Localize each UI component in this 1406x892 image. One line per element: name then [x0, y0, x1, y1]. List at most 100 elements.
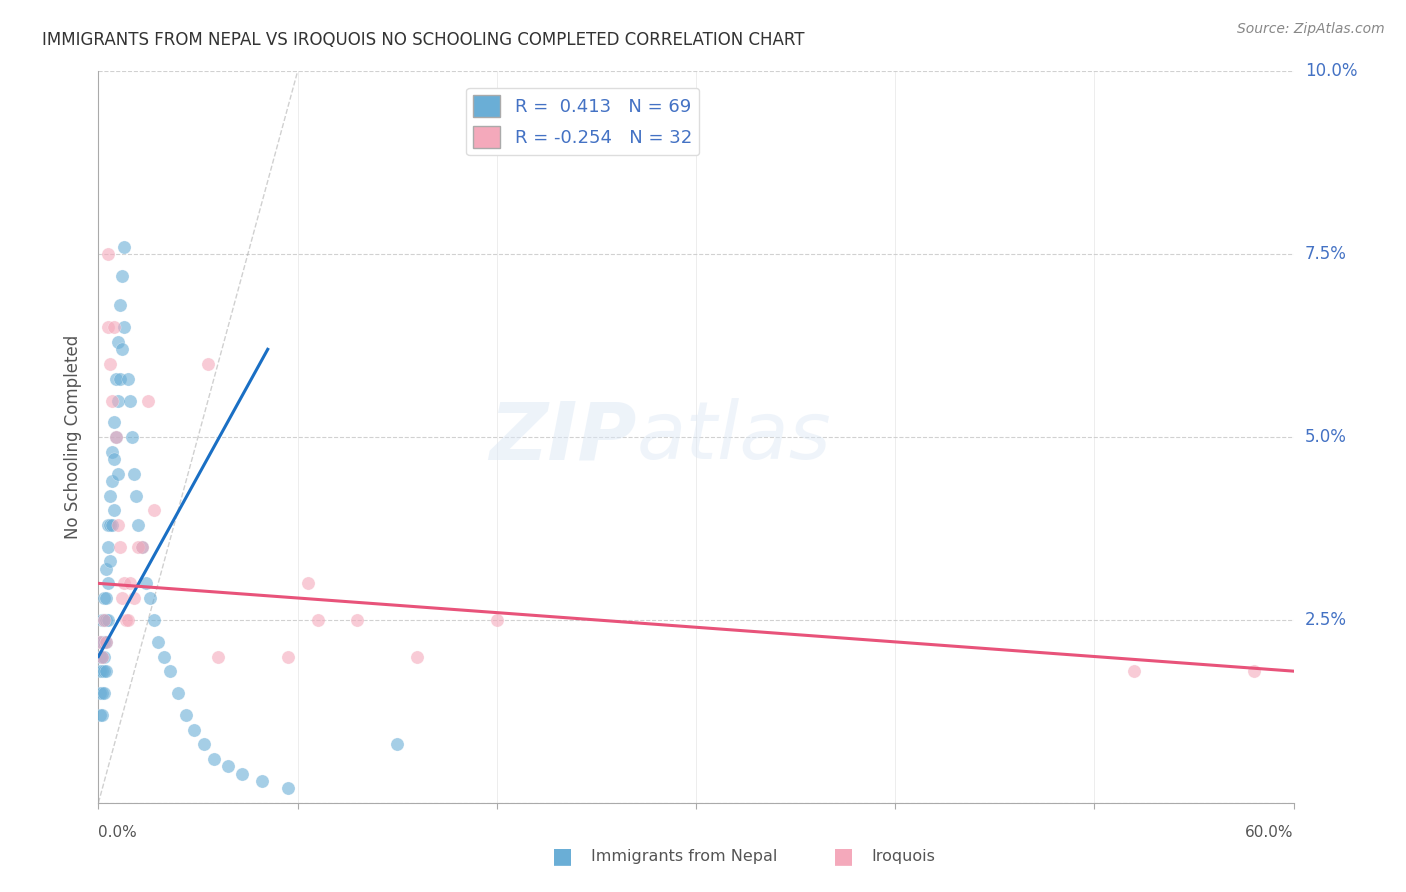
Point: [97, 540, 120, 554]
Text: ■: ■: [834, 847, 853, 866]
Point: [131, 540, 153, 554]
Point: [485, 613, 508, 627]
Text: ZIP: ZIP: [489, 398, 636, 476]
Point: [89, 649, 111, 664]
Point: [96, 613, 118, 627]
Point: [101, 393, 124, 408]
Point: [148, 635, 170, 649]
Point: [117, 371, 139, 385]
Text: 5.0%: 5.0%: [1305, 428, 1347, 446]
Point: [197, 357, 219, 371]
Point: [120, 393, 142, 408]
Point: [97, 517, 120, 532]
Text: 10.0%: 10.0%: [1305, 62, 1357, 80]
Point: [1243, 664, 1265, 678]
Point: [135, 576, 157, 591]
Point: [103, 503, 125, 517]
Point: [110, 298, 132, 312]
Point: [193, 737, 215, 751]
Text: atlas: atlas: [636, 398, 831, 476]
Point: [89, 664, 111, 678]
Text: IMMIGRANTS FROM NEPAL VS IROQUOIS NO SCHOOLING COMPLETED CORRELATION CHART: IMMIGRANTS FROM NEPAL VS IROQUOIS NO SCH…: [42, 31, 804, 49]
Point: [231, 766, 253, 780]
Point: [110, 371, 132, 385]
Point: [103, 452, 125, 467]
Point: [143, 613, 166, 627]
Y-axis label: No Schooling Completed: No Schooling Completed: [65, 335, 83, 539]
Point: [91, 708, 114, 723]
Point: [250, 773, 273, 788]
Point: [139, 591, 162, 605]
Point: [111, 591, 134, 605]
Point: [107, 517, 129, 532]
Point: [103, 416, 125, 430]
Text: Source: ZipAtlas.com: Source: ZipAtlas.com: [1237, 22, 1385, 37]
Point: [112, 320, 135, 334]
Point: [124, 467, 146, 481]
Point: [93, 686, 115, 700]
Point: [103, 320, 125, 334]
Point: [307, 613, 329, 627]
Text: 0.0%: 0.0%: [98, 825, 138, 840]
Text: 60.0%: 60.0%: [1246, 825, 1294, 840]
Point: [91, 686, 114, 700]
Point: [93, 635, 115, 649]
Point: [96, 664, 118, 678]
Point: [98, 489, 122, 503]
Point: [112, 576, 135, 591]
Point: [97, 320, 120, 334]
Point: [101, 444, 124, 458]
Text: ■: ■: [553, 847, 572, 866]
Point: [93, 664, 115, 678]
Point: [105, 371, 128, 385]
Point: [89, 708, 111, 723]
Point: [91, 664, 114, 678]
Point: [153, 649, 176, 664]
Text: 7.5%: 7.5%: [1305, 245, 1347, 263]
Point: [105, 430, 128, 444]
Point: [97, 576, 120, 591]
Point: [115, 613, 138, 627]
Point: [121, 430, 143, 444]
Point: [91, 649, 114, 664]
Point: [346, 613, 368, 627]
Point: [96, 635, 118, 649]
Point: [110, 540, 132, 554]
Legend: R =  0.413   N = 69, R = -0.254   N = 32: R = 0.413 N = 69, R = -0.254 N = 32: [465, 87, 699, 155]
Point: [143, 503, 166, 517]
Point: [89, 635, 111, 649]
Point: [277, 781, 299, 796]
Point: [105, 430, 128, 444]
Point: [91, 635, 114, 649]
Point: [107, 467, 129, 481]
Point: [174, 708, 197, 723]
Point: [124, 591, 146, 605]
Point: [101, 474, 124, 488]
Point: [98, 554, 122, 568]
Point: [96, 562, 118, 576]
Point: [96, 591, 118, 605]
Point: [96, 635, 118, 649]
Point: [207, 649, 229, 664]
Point: [93, 649, 115, 664]
Point: [111, 269, 134, 284]
Text: 2.5%: 2.5%: [1305, 611, 1347, 629]
Point: [117, 613, 139, 627]
Point: [107, 393, 129, 408]
Point: [183, 723, 205, 737]
Point: [97, 613, 120, 627]
Point: [93, 613, 115, 627]
Point: [167, 686, 190, 700]
Point: [93, 613, 115, 627]
Point: [131, 540, 153, 554]
Point: [217, 759, 239, 773]
Point: [127, 517, 149, 532]
Point: [111, 343, 134, 357]
Point: [202, 752, 225, 766]
Point: [89, 635, 111, 649]
Point: [136, 393, 159, 408]
Point: [91, 613, 114, 627]
Text: Iroquois: Iroquois: [872, 849, 935, 863]
Point: [97, 247, 120, 261]
Point: [385, 737, 409, 751]
